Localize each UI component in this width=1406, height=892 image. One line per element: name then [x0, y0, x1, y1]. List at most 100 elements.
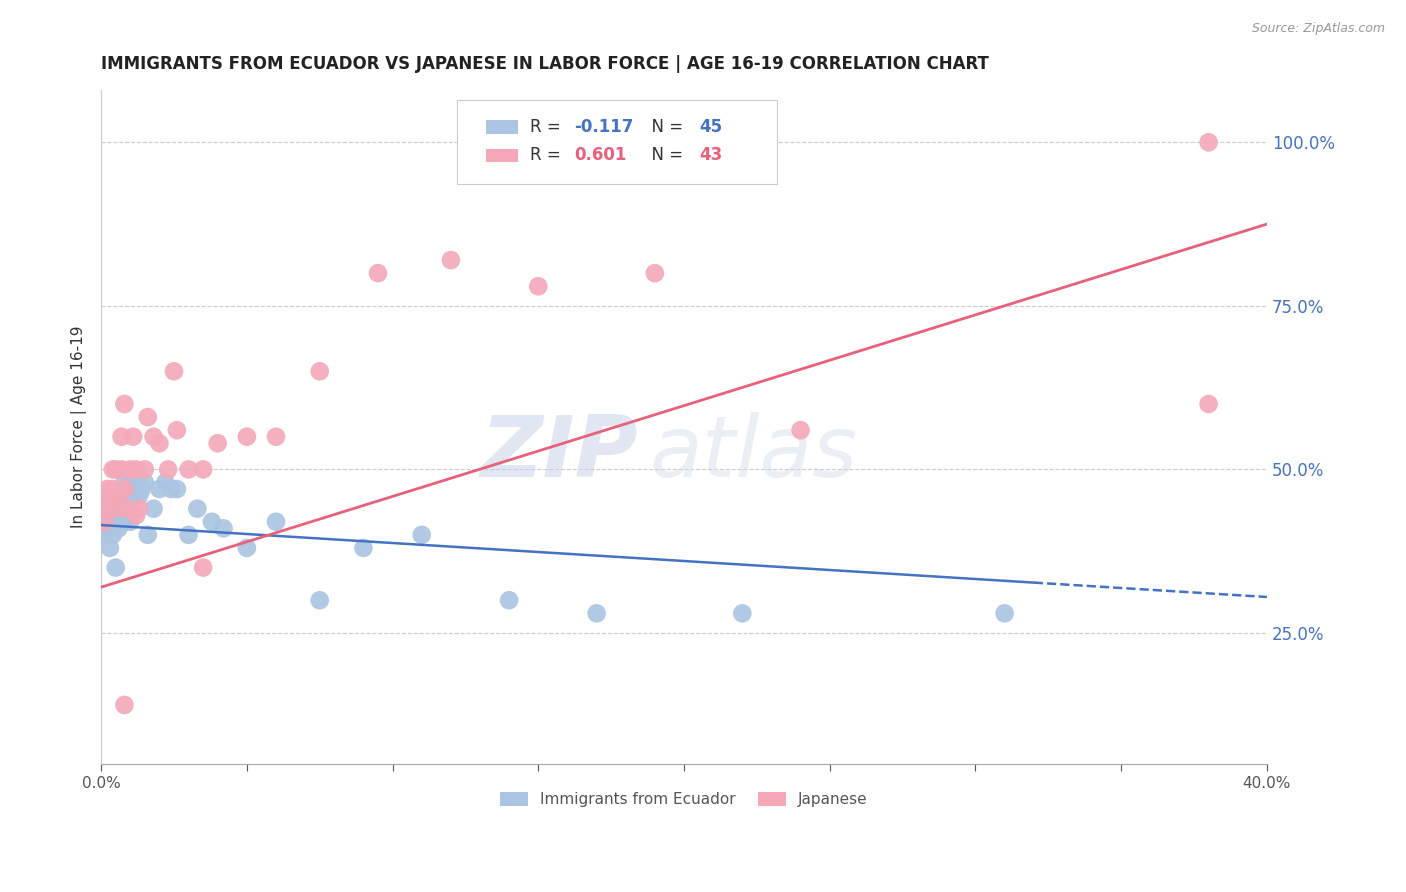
Point — [142, 501, 165, 516]
Bar — [486, 120, 519, 134]
Point — [93, 515, 115, 529]
Point — [160, 482, 183, 496]
Point — [104, 501, 127, 516]
Point — [107, 521, 129, 535]
Point — [411, 528, 433, 542]
Point — [101, 501, 124, 516]
Point — [308, 364, 330, 378]
Point — [125, 462, 148, 476]
Text: N =: N = — [641, 146, 689, 164]
Point — [352, 541, 374, 555]
Point — [110, 430, 132, 444]
Text: 43: 43 — [699, 146, 723, 164]
Point — [166, 482, 188, 496]
Point — [136, 410, 159, 425]
Point — [236, 541, 259, 555]
Point — [96, 501, 118, 516]
Text: ZIP: ZIP — [479, 412, 637, 495]
Bar — [486, 149, 519, 162]
Point — [142, 430, 165, 444]
Point — [212, 521, 235, 535]
Point — [98, 508, 121, 523]
Point — [101, 462, 124, 476]
Point — [122, 430, 145, 444]
Point — [104, 501, 127, 516]
Point — [104, 560, 127, 574]
Point — [96, 482, 118, 496]
Point — [110, 462, 132, 476]
Point — [527, 279, 550, 293]
Point — [207, 436, 229, 450]
Text: 0.601: 0.601 — [575, 146, 627, 164]
Point — [98, 495, 121, 509]
Point — [101, 528, 124, 542]
Point — [114, 482, 136, 496]
Point — [136, 528, 159, 542]
Point — [148, 482, 170, 496]
Y-axis label: In Labor Force | Age 16-19: In Labor Force | Age 16-19 — [72, 326, 87, 528]
Point — [308, 593, 330, 607]
Point — [114, 515, 136, 529]
Point — [134, 462, 156, 476]
Point — [120, 462, 142, 476]
Point — [93, 501, 115, 516]
Point — [114, 475, 136, 490]
Text: R =: R = — [530, 146, 567, 164]
Point — [1198, 397, 1220, 411]
Point — [120, 489, 142, 503]
Point — [789, 423, 811, 437]
Point — [177, 528, 200, 542]
Point — [98, 489, 121, 503]
Point — [122, 475, 145, 490]
Point — [498, 593, 520, 607]
Point — [1198, 136, 1220, 150]
Point — [163, 364, 186, 378]
Point — [264, 515, 287, 529]
Point — [148, 436, 170, 450]
Point — [166, 423, 188, 437]
Point — [128, 489, 150, 503]
Point — [125, 508, 148, 523]
Point — [107, 489, 129, 503]
Text: -0.117: -0.117 — [575, 118, 634, 136]
Point — [110, 489, 132, 503]
Point — [236, 430, 259, 444]
Point — [134, 475, 156, 490]
Point — [644, 266, 666, 280]
Point — [110, 501, 132, 516]
Point — [104, 462, 127, 476]
Point — [155, 475, 177, 490]
Point — [96, 508, 118, 523]
Point — [96, 501, 118, 516]
Text: atlas: atlas — [650, 412, 858, 495]
Point — [994, 607, 1017, 621]
Point — [107, 489, 129, 503]
Point — [125, 475, 148, 490]
Point — [191, 560, 214, 574]
Point — [120, 515, 142, 529]
Point — [131, 482, 153, 496]
FancyBboxPatch shape — [457, 100, 778, 185]
Text: N =: N = — [641, 118, 689, 136]
Point — [114, 698, 136, 712]
Point — [201, 515, 224, 529]
Text: R =: R = — [530, 118, 567, 136]
Point — [98, 489, 121, 503]
Text: Source: ZipAtlas.com: Source: ZipAtlas.com — [1251, 22, 1385, 36]
Text: 45: 45 — [699, 118, 723, 136]
Point — [114, 397, 136, 411]
Point — [186, 501, 208, 516]
Point — [128, 501, 150, 516]
Point — [104, 489, 127, 503]
Point — [191, 462, 214, 476]
Point — [117, 508, 139, 523]
Point — [93, 528, 115, 542]
Point — [117, 501, 139, 516]
Point — [367, 266, 389, 280]
Point — [157, 462, 180, 476]
Point — [731, 607, 754, 621]
Point — [101, 482, 124, 496]
Point — [585, 607, 607, 621]
Point — [440, 253, 463, 268]
Point — [93, 515, 115, 529]
